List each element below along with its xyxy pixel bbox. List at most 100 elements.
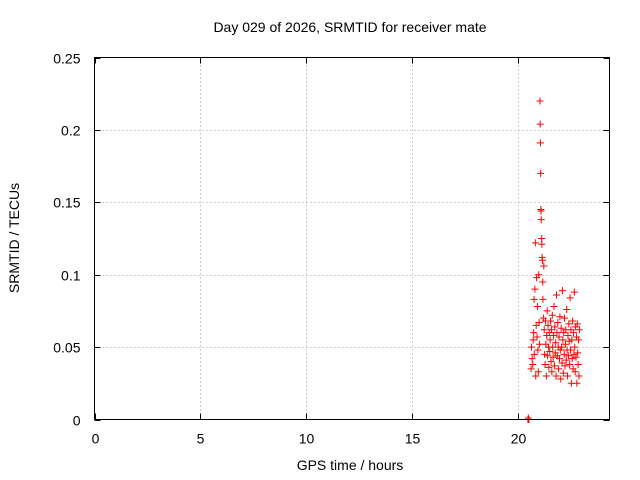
data-point <box>572 323 580 331</box>
data-point <box>546 347 554 355</box>
data-point <box>541 360 549 368</box>
data-point <box>545 363 553 371</box>
data-point <box>573 379 581 387</box>
data-point <box>530 295 538 303</box>
data-point <box>564 352 572 360</box>
data-point <box>531 285 539 293</box>
data-point <box>539 278 547 286</box>
data-point <box>551 323 559 331</box>
data-point <box>571 368 579 376</box>
data-point <box>531 239 539 247</box>
data-point <box>555 355 563 363</box>
data-point <box>550 332 558 340</box>
data-points <box>524 97 583 423</box>
data-point <box>528 343 536 351</box>
data-point <box>542 372 550 380</box>
y-tick-label: 0 <box>73 413 81 429</box>
data-point <box>547 326 555 334</box>
data-point <box>537 207 545 215</box>
data-point <box>533 333 541 341</box>
data-point <box>558 359 566 367</box>
data-point <box>536 120 544 128</box>
data-point <box>559 336 567 344</box>
data-point <box>561 314 569 322</box>
data-point <box>561 340 569 348</box>
data-point <box>534 368 542 376</box>
data-point <box>540 262 548 270</box>
data-point <box>537 169 545 177</box>
data-point <box>564 332 572 340</box>
data-point <box>538 240 546 248</box>
data-point <box>548 311 556 319</box>
data-point <box>548 368 556 376</box>
data-point <box>571 343 579 351</box>
data-point <box>558 343 566 351</box>
y-tick-label: 0.25 <box>53 51 80 67</box>
data-point <box>568 336 576 344</box>
data-point <box>549 353 557 361</box>
plot-frame <box>94 57 610 420</box>
data-point <box>569 329 577 337</box>
data-point <box>575 372 583 380</box>
y-tick-label: 0.15 <box>53 195 80 211</box>
data-point <box>556 346 564 354</box>
data-point <box>532 321 540 329</box>
x-tick-label: 15 <box>405 431 421 447</box>
data-point <box>552 372 560 380</box>
data-point <box>570 288 578 296</box>
x-tick-label: 20 <box>511 431 527 447</box>
data-point <box>524 414 532 422</box>
ticks: 0 0.05 0.1 0.15 0.2 0.25 0 5 10 15 20 <box>53 51 610 447</box>
data-point <box>546 336 554 344</box>
data-point <box>559 369 567 377</box>
data-point <box>530 329 538 337</box>
x-axis-label: GPS time / hours <box>297 457 404 473</box>
data-point <box>569 317 577 325</box>
data-point <box>536 139 544 147</box>
data-point <box>574 360 582 368</box>
data-point <box>536 340 544 348</box>
data-point <box>572 353 580 361</box>
data-point <box>547 358 555 366</box>
x-tick-label: 5 <box>197 431 205 447</box>
x-tick-label: 10 <box>299 431 315 447</box>
data-point <box>575 336 583 344</box>
data-point <box>552 339 560 347</box>
data-point <box>554 318 562 326</box>
data-point <box>540 326 548 334</box>
chart-title: Day 029 of 2026, SRMTID for receiver mat… <box>213 19 486 35</box>
data-point <box>564 372 572 380</box>
data-point <box>568 355 576 363</box>
data-point <box>530 350 538 358</box>
data-point <box>528 355 536 363</box>
data-point <box>557 375 565 383</box>
data-point <box>563 305 571 313</box>
y-tick-label: 0.1 <box>61 268 81 284</box>
data-point <box>567 346 575 354</box>
y-tick-label: 0.2 <box>61 123 81 139</box>
x-tick-label: 0 <box>92 431 100 447</box>
data-point <box>537 216 545 224</box>
data-point <box>539 256 547 264</box>
data-point <box>566 360 574 368</box>
data-point <box>565 320 573 328</box>
data-point <box>535 271 543 279</box>
data-point <box>543 307 551 315</box>
data-point <box>575 326 583 334</box>
data-point <box>574 349 582 357</box>
data-point <box>532 372 540 380</box>
data-point <box>529 360 537 368</box>
data-point <box>539 295 547 303</box>
y-axis-label: SRMTID / TECUs <box>6 183 22 293</box>
grid <box>94 57 610 420</box>
data-point <box>550 303 558 311</box>
data-point <box>558 287 566 295</box>
data-point <box>536 97 544 105</box>
data-point <box>561 362 569 370</box>
data-point <box>557 324 565 332</box>
data-point <box>562 356 570 364</box>
data-point <box>553 291 561 299</box>
data-point <box>556 313 564 321</box>
data-point <box>533 303 541 311</box>
